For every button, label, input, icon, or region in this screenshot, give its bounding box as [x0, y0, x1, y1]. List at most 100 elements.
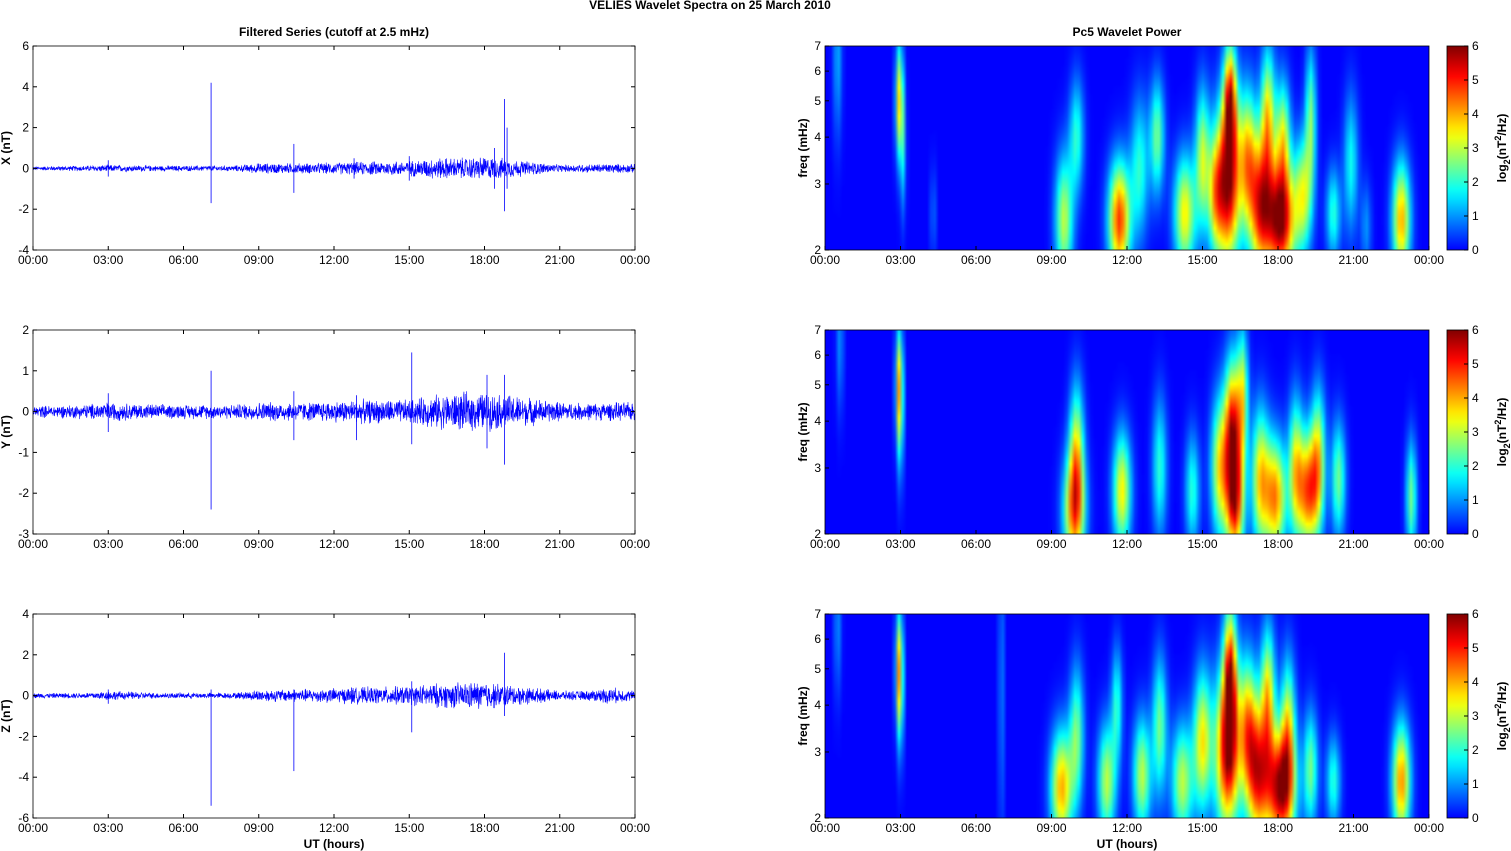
x-tick-label: 00:00 [18, 821, 48, 835]
x-tick-label: 18:00 [469, 253, 499, 267]
y-tick-label: 6 [22, 39, 29, 53]
y-tick-label: 0 [22, 689, 29, 703]
right-column-title: Pc5 Wavelet Power [1073, 25, 1182, 39]
x-tick-label: 03:00 [93, 537, 123, 551]
x-tick-label: 21:00 [1338, 821, 1368, 835]
y-tick-label: 0 [22, 161, 29, 175]
y-tick-label: 6 [814, 632, 821, 646]
series-plot-area [33, 614, 635, 818]
x-tick-label: 03:00 [885, 253, 915, 267]
y-tick-label: -1 [18, 445, 29, 459]
y-tick-label: -2 [18, 729, 29, 743]
y-tick-label: 6 [814, 64, 821, 78]
x-tick-label: 15:00 [1187, 253, 1217, 267]
x-tick-label: 12:00 [319, 253, 349, 267]
x-tick-label: 06:00 [961, 537, 991, 551]
x-tick-label: 18:00 [1263, 537, 1293, 551]
y-tick-label: 5 [814, 662, 821, 676]
left-column-title: Filtered Series (cutoff at 2.5 mHz) [239, 25, 429, 39]
colorbar-tick-label: 4 [1472, 391, 1479, 405]
wavelet-power-image [825, 614, 1429, 818]
x-tick-label: 18:00 [1263, 253, 1293, 267]
y-tick-label: 2 [814, 811, 821, 825]
series-panel-2: 00:00 03:00 06:00 09:00 12:00 15:00 18:00 21:00… [0, 323, 650, 551]
x-tick-label: 03:00 [885, 821, 915, 835]
y-tick-label: 2 [22, 121, 29, 135]
y-tick-label: -4 [18, 243, 29, 257]
x-tick-label: 06:00 [168, 821, 198, 835]
y-tick-label: 4 [814, 130, 821, 144]
colorbar-tick-label: 1 [1472, 209, 1479, 223]
x-tick-label: 09:00 [244, 253, 274, 267]
colorbar-tick-label: 5 [1472, 357, 1479, 371]
y-tick-label: 4 [22, 607, 29, 621]
x-tick-label: 12:00 [1112, 821, 1142, 835]
y-tick-label: 5 [814, 94, 821, 108]
wavelet-panel-3: 00:00 03:00 06:00 09:00 12:00 15:00 18:00 21:00… [796, 607, 1511, 835]
x-tick-label: 21:00 [545, 253, 575, 267]
x-tick-label: 00:00 [810, 537, 840, 551]
x-tick-label: 09:00 [1036, 537, 1066, 551]
y-tick-label: -6 [18, 811, 29, 825]
x-tick-label: 03:00 [885, 537, 915, 551]
x-tick-label: 00:00 [18, 537, 48, 551]
wavelet-panel-1: 00:00 03:00 06:00 09:00 12:00 15:00 18:00 21:00… [796, 39, 1511, 267]
x-tick-label: 03:00 [93, 253, 123, 267]
x-tick-label: 09:00 [244, 821, 274, 835]
x-tick-label: 15:00 [394, 821, 424, 835]
y-tick-label: 5 [814, 378, 821, 392]
y-tick-label: 2 [22, 648, 29, 662]
x-tick-label: 21:00 [545, 537, 575, 551]
colorbar-tick-label: 0 [1472, 811, 1479, 825]
x-tick-label: 12:00 [1112, 253, 1142, 267]
wavelet-power-image [825, 330, 1429, 534]
colorbar-tick-label: 5 [1472, 73, 1479, 87]
x-tick-label: 12:00 [1112, 537, 1142, 551]
x-tick-label: 21:00 [1338, 537, 1368, 551]
y-tick-label: 7 [814, 39, 821, 53]
x-tick-label: 09:00 [1036, 821, 1066, 835]
colorbar-tick-label: 6 [1472, 323, 1479, 337]
wavelet-ylabel: freq (mHz) [796, 118, 810, 177]
colorbar-tick-label: 1 [1472, 493, 1479, 507]
y-tick-label: -2 [18, 486, 29, 500]
x-tick-label: 06:00 [168, 537, 198, 551]
wavelet-power-image [825, 46, 1429, 250]
colorbar-tick-label: 3 [1472, 425, 1479, 439]
series-ylabel: Z (nT) [0, 699, 13, 732]
y-tick-label: -3 [18, 527, 29, 541]
colorbar-tick-label: 2 [1472, 743, 1479, 757]
colorbar-tick-label: 5 [1472, 641, 1479, 655]
x-tick-label: 06:00 [168, 253, 198, 267]
colorbar-tick-label: 3 [1472, 141, 1479, 155]
wavelet-ylabel: freq (mHz) [796, 402, 810, 461]
colorbar-tick-label: 6 [1472, 39, 1479, 53]
y-tick-label: 4 [814, 414, 821, 428]
x-tick-label: 09:00 [244, 537, 274, 551]
series-plot-area [33, 330, 635, 534]
y-tick-label: 2 [814, 527, 821, 541]
x-tick-label: 00:00 [810, 253, 840, 267]
x-tick-label: 15:00 [1187, 537, 1217, 551]
series-trace [32, 157, 636, 179]
series-ylabel: Y (nT) [0, 415, 13, 449]
y-tick-label: 1 [22, 364, 29, 378]
y-tick-label: 3 [814, 461, 821, 475]
x-tick-label: 15:00 [1187, 821, 1217, 835]
y-tick-label: 2 [814, 243, 821, 257]
y-tick-label: -4 [18, 770, 29, 784]
colorbar-tick-label: 4 [1472, 675, 1479, 689]
series-trace [32, 391, 636, 432]
y-tick-label: 3 [814, 745, 821, 759]
y-tick-label: -2 [18, 202, 29, 216]
x-tick-label: 06:00 [961, 253, 991, 267]
x-tick-label: 15:00 [394, 537, 424, 551]
x-tick-label: 00:00 [810, 821, 840, 835]
x-tick-label: 12:00 [319, 821, 349, 835]
series-ylabel: X (nT) [0, 131, 13, 165]
colorbar-tick-label: 1 [1472, 777, 1479, 791]
colorbar-tick-label: 0 [1472, 243, 1479, 257]
series-panel-1: 00:00 03:00 06:00 09:00 12:00 15:00 18:00 21:00… [0, 39, 650, 267]
left-xaxis-label: UT (hours) [304, 837, 365, 851]
